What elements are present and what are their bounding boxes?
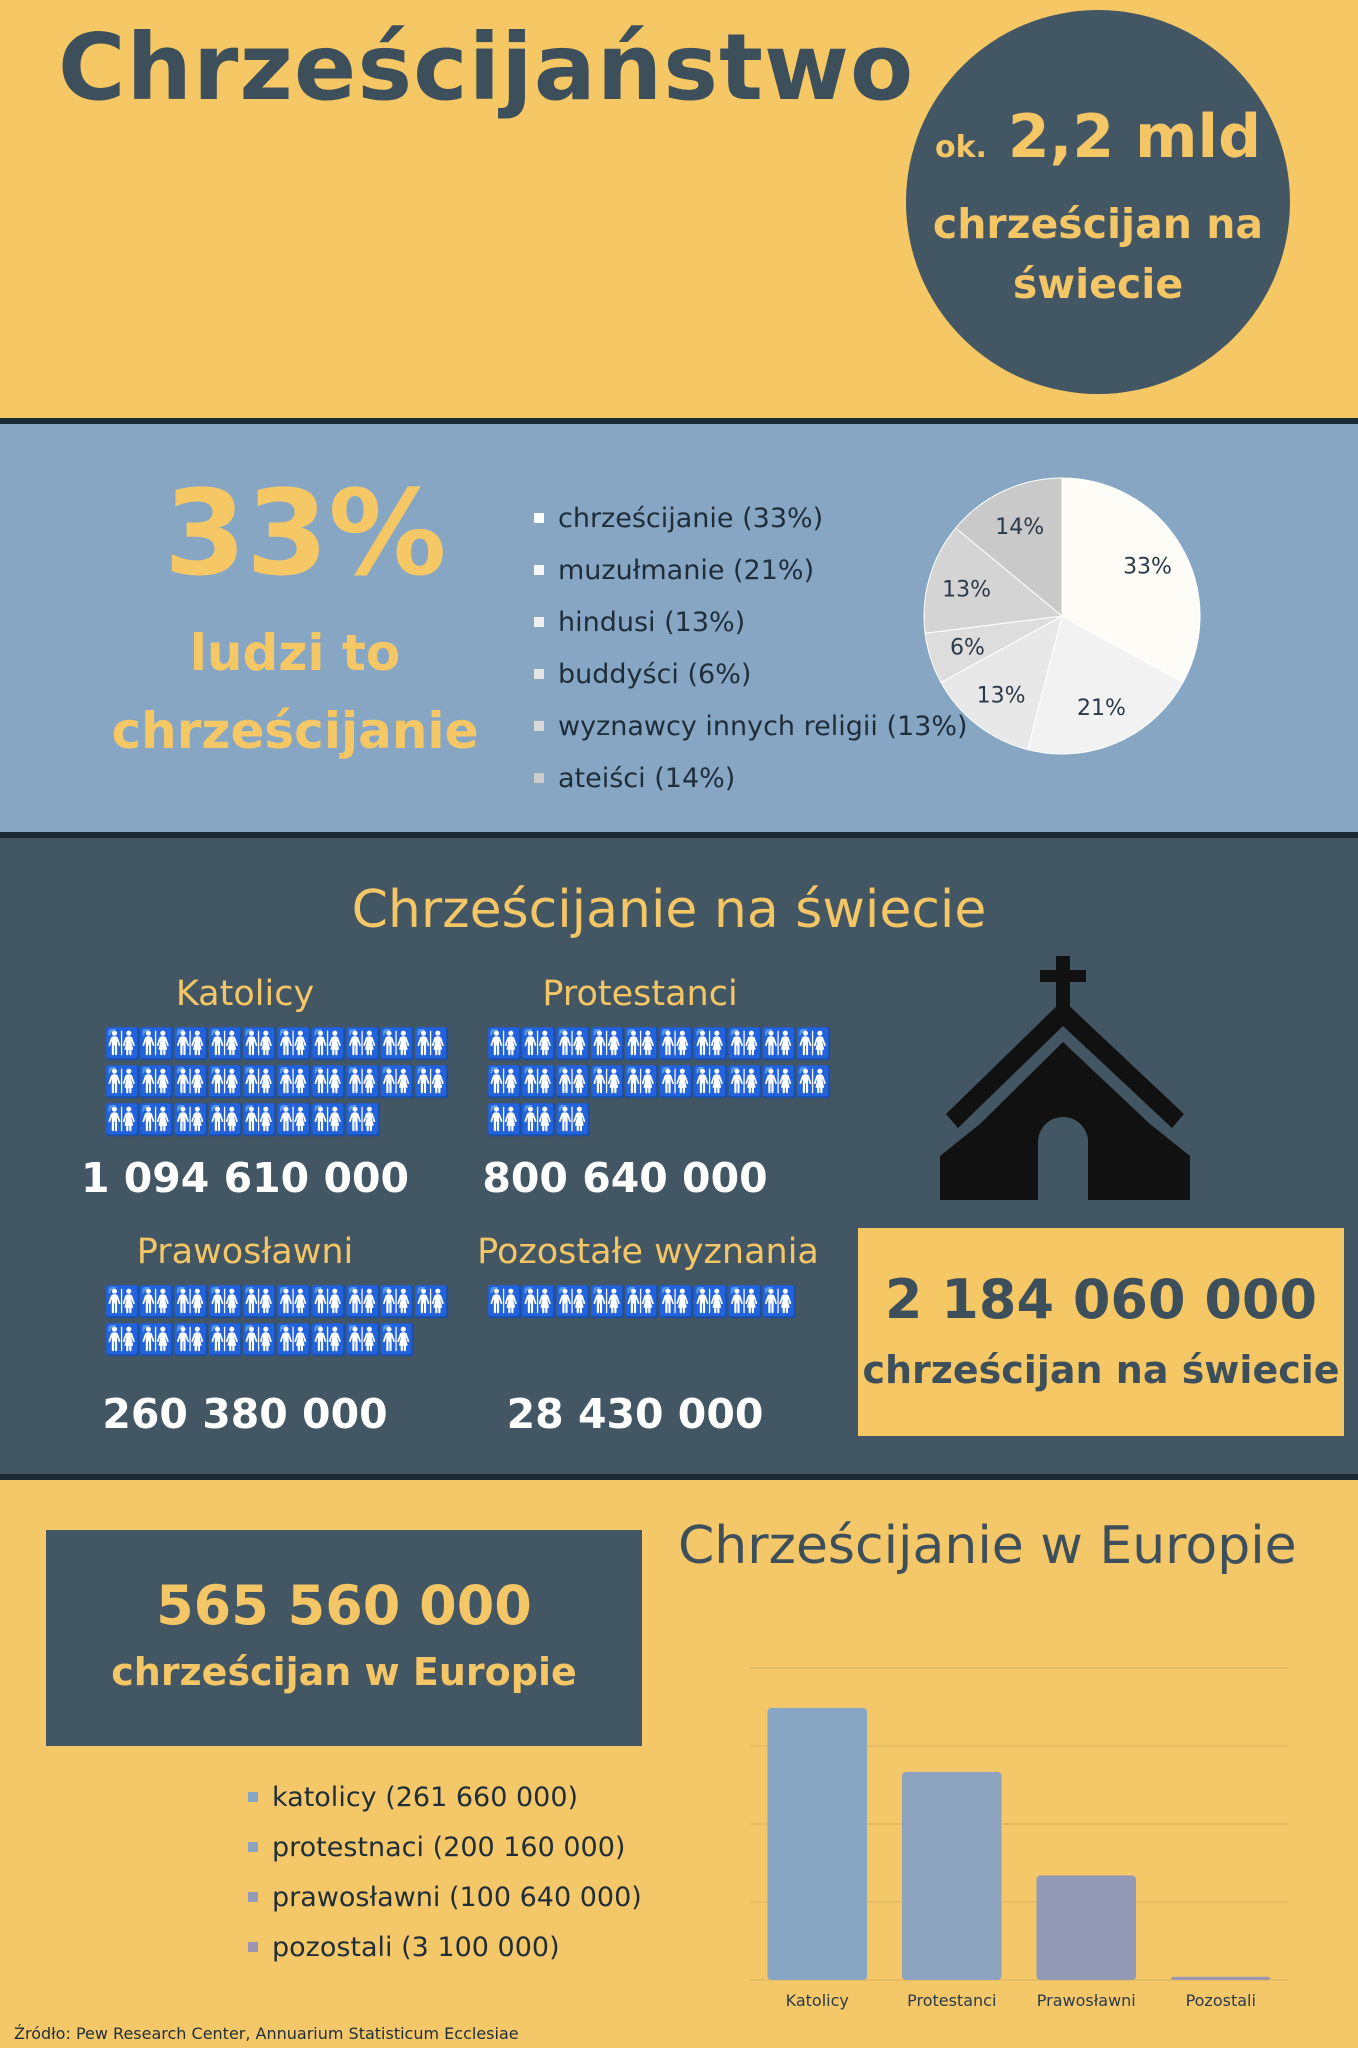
world-section: Chrześcijanie na świecie Katolicy 🚻🚻🚻🚻🚻🚻… [0,838,1358,1474]
divider [0,418,1358,424]
legend-swatch [534,669,544,679]
world-total-label: chrześcijan na świecie [862,1348,1340,1392]
group-value-other: 28 430 000 [506,1390,764,1438]
europe-title: Chrześcijanie w Europie [678,1516,1297,1576]
europe-total-box: 565 560 000 chrześcijan w Europie [46,1530,642,1746]
pie-slice [940,615,1063,751]
pie-slice [954,477,1063,618]
pie-legend-item: wyznawcy innych religii (13%) [534,700,968,752]
people-icons-other: 🚻🚻🚻🚻🚻🚻🚻🚻🚻 [486,1285,798,1320]
legend-label: hindusi (13%) [558,606,746,638]
header-section: Chrześcijaństwo ok. 2,2 mld chrześcijan … [0,0,1358,418]
pie-data-label: 13% [942,577,991,602]
pie-data-label: 6% [950,636,985,661]
legend-label: protestnaci (200 160 000) [272,1831,626,1863]
group-label-protestants: Protestanci [542,974,738,1014]
europe-legend: katolicy (261 660 000) protestnaci (200 1… [248,1772,642,1972]
legend-swatch [248,1792,258,1802]
pie-data-label: 13% [977,684,1026,709]
total-circle: ok. 2,2 mld chrześcijan na świecie [906,10,1290,394]
bar [901,1771,1002,1980]
group-label-other: Pozostałe wyznania [477,1232,819,1272]
legend-label: chrześcijanie (33%) [558,502,824,534]
legend-label: prawosławni (100 640 000) [272,1881,642,1913]
legend-swatch [534,773,544,783]
world-title: Chrześcijanie na świecie [351,880,987,940]
legend-swatch [534,617,544,627]
legend-swatch [248,1892,258,1902]
legend-swatch [534,565,544,575]
share-line-2: chrześcijanie [111,702,479,760]
europe-total-number: 565 560 000 [156,1574,532,1637]
share-line-1: ludzi to [189,624,401,682]
pie-legend-item: chrześcijanie (33%) [534,492,968,544]
pie-slice [1061,477,1201,684]
people-icons-catholics: 🚻🚻🚻🚻🚻🚻🚻🚻🚻🚻 🚻🚻🚻🚻🚻🚻🚻🚻🚻🚻 🚻🚻🚻🚻🚻🚻🚻🚻 [104,1027,451,1138]
bar-tick-label: Katolicy [786,1991,849,2010]
religion-pie-chart: 33% 21% 13% 6% 13% 14% [923,477,1201,755]
europe-section: 565 560 000 chrześcijan w Europie Chrześ… [0,1480,1358,2048]
europe-legend-item: prawosławni (100 640 000) [248,1872,642,1922]
world-total-number: 2 184 060 000 [884,1268,1318,1331]
europe-bar-chart: Katolicy Protestanci Prawosławni Pozostali [750,1667,1288,2010]
bar [1170,1976,1271,1980]
bar [767,1707,868,1980]
legend-label: buddyści (6%) [558,658,752,690]
bar-tick-label: Prawosławni [1037,1991,1136,2010]
bar-tick-label: Protestanci [907,1991,996,2010]
pie-slice [923,527,1064,634]
circle-ok: ok. [934,130,987,165]
group-value-catholics: 1 094 610 000 [80,1154,410,1202]
group-value-orthodox: 260 380 000 [102,1390,388,1438]
group-value-protestants: 800 640 000 [482,1154,768,1202]
pie-data-label: 33% [1123,554,1172,579]
page-title: Chrześcijaństwo [58,14,915,121]
pie-legend-item: hindusi (13%) [534,596,968,648]
bar [1036,1875,1137,1980]
pie-data-label: 14% [995,515,1044,540]
pie-legend-item: buddyści (6%) [534,648,968,700]
church-icon [940,956,1190,1200]
share-section: 33% ludzi to chrześcijanie chrześcijanie… [0,424,1358,832]
legend-label: pozostali (3 100 000) [272,1931,560,1963]
legend-label: katolicy (261 660 000) [272,1781,579,1813]
bar-tick-label: Pozostali [1186,1991,1256,2010]
circle-value: 2,2 mld [1007,102,1262,172]
group-label-catholics: Katolicy [175,974,315,1014]
europe-total-label: chrześcijan w Europie [111,1650,577,1694]
legend-swatch [534,513,544,523]
europe-legend-item: katolicy (261 660 000) [248,1772,642,1822]
people-icons-orthodox: 🚻🚻🚻🚻🚻🚻🚻🚻🚻🚻 🚻🚻🚻🚻🚻🚻🚻🚻🚻 [104,1285,451,1358]
legend-swatch [248,1942,258,1952]
pie-legend-item: muzułmanie (21%) [534,544,968,596]
pie-legend-item: ateiści (14%) [534,752,968,804]
europe-legend-item: pozostali (3 100 000) [248,1922,642,1972]
europe-legend-item: protestnaci (200 160 000) [248,1822,642,1872]
divider [0,1474,1358,1480]
pie-legend: chrześcijanie (33%) muzułmanie (21%) hindu… [534,492,968,804]
legend-swatch [534,721,544,731]
pie-data-label: 21% [1077,696,1126,721]
legend-label: wyznawcy innych religii (13%) [558,710,968,742]
group-label-orthodox: Prawosławni [136,1232,354,1272]
share-percent: 33% [164,464,447,602]
people-icons-protestants: 🚻🚻🚻🚻🚻🚻🚻🚻🚻🚻 🚻🚻🚻🚻🚻🚻🚻🚻🚻🚻 🚻🚻🚻 [486,1027,833,1138]
legend-swatch [248,1842,258,1852]
circle-line-3: świecie [1012,260,1184,308]
pie-slice [1027,615,1184,755]
world-total-box: 2 184 060 000 chrześcijan na świecie [858,1228,1344,1436]
circle-line-2: chrześcijan na [932,200,1264,248]
divider [0,832,1358,838]
circle-big-number: ok. 2,2 mld [906,102,1290,172]
legend-label: muzułmanie (21%) [558,554,815,586]
legend-label: ateiści (14%) [558,762,736,794]
source-note: Źródło: Pew Research Center, Annuarium S… [14,2024,519,2043]
